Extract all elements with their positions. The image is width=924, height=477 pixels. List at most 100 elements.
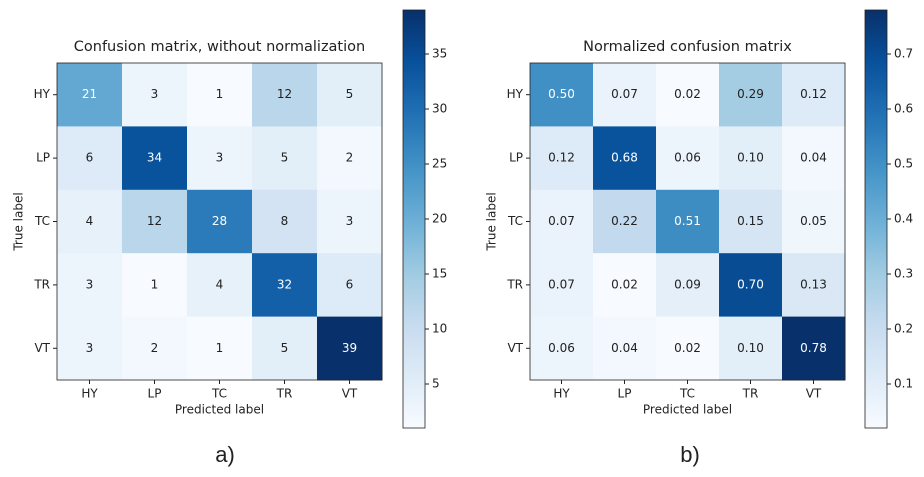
- x-tick-label: TR: [742, 387, 759, 401]
- cell-label: 0.10: [737, 341, 764, 355]
- heatmap-cell: [782, 126, 846, 191]
- cell-label: 6: [346, 277, 354, 291]
- heatmap-cell: [782, 253, 846, 318]
- heatmap-cell: [57, 126, 123, 191]
- colorbar-tick-label: 0.6: [894, 102, 913, 116]
- y-axis-label: True label: [12, 192, 26, 251]
- heatmap-cell: [782, 316, 846, 381]
- heatmap-cell: [593, 253, 657, 318]
- heatmap-cell: [782, 189, 846, 254]
- heatmap-cell: [252, 63, 318, 127]
- heatmap-cell: [317, 63, 383, 127]
- cell-label: 0.10: [737, 151, 764, 165]
- heatmap-cell: [593, 126, 657, 191]
- heatmap-cell: [122, 63, 188, 127]
- colorbar: [864, 9, 888, 429]
- cell-label: 0.29: [737, 87, 764, 101]
- cell-label: 4: [216, 277, 224, 291]
- colorbar-tick-label: 0.3: [894, 267, 913, 281]
- x-tick-label: TC: [211, 387, 227, 401]
- heatmap-cell: [782, 63, 846, 127]
- x-tick-label: VT: [342, 387, 358, 401]
- x-tick-label: LP: [618, 387, 632, 401]
- y-tick-label: TC: [507, 214, 523, 228]
- colorbar-tick-label: 0.4: [894, 212, 913, 226]
- cell-label: 5: [346, 87, 354, 101]
- x-axis-label: Predicted label: [175, 403, 264, 417]
- cell-label: 1: [216, 341, 224, 355]
- x-tick-label: TR: [276, 387, 293, 401]
- y-tick-label: TR: [506, 277, 523, 291]
- y-tick-label: TC: [34, 214, 50, 228]
- colorbar-tick-label: 15: [432, 267, 447, 281]
- colorbar: [402, 9, 426, 429]
- cell-label: 3: [346, 214, 354, 228]
- cell-label: 6: [86, 151, 94, 165]
- heatmap-cell: [252, 189, 318, 254]
- cell-label: 0.15: [737, 214, 764, 228]
- x-tick-label: HY: [553, 387, 570, 401]
- cell-label: 5: [281, 151, 289, 165]
- heatmap-cell: [187, 253, 253, 318]
- heatmap-cell: [57, 189, 123, 254]
- x-tick-label: TC: [679, 387, 695, 401]
- cell-label: 28: [212, 214, 227, 228]
- colorbar-tick-label: 5: [432, 377, 440, 391]
- y-tick-label: HY: [507, 87, 524, 101]
- y-tick-label: HY: [34, 87, 51, 101]
- x-axis-label: Predicted label: [643, 403, 732, 417]
- cell-label: 1: [151, 277, 159, 291]
- heatmap-cell: [656, 63, 720, 127]
- cell-label: 4: [86, 214, 94, 228]
- cell-label: 0.09: [674, 277, 701, 291]
- cell-label: 3: [86, 341, 94, 355]
- heatmap-cell: [530, 253, 594, 318]
- heatmap-cell: [593, 63, 657, 127]
- cell-label: 2: [346, 151, 354, 165]
- cell-label: 5: [281, 341, 289, 355]
- chart-title: Normalized confusion matrix: [583, 39, 792, 55]
- colorbar-tick-label: 10: [432, 322, 447, 336]
- colorbar-tick-label: 25: [432, 157, 447, 171]
- heatmap-cell: [530, 126, 594, 191]
- colorbar-tick-label: 0.5: [894, 157, 913, 171]
- cell-label: 34: [147, 151, 162, 165]
- caption: a): [215, 442, 235, 467]
- colorbar-tick-label: 0.7: [894, 47, 913, 61]
- heatmap-cell: [57, 63, 123, 127]
- heatmap-cell: [530, 63, 594, 127]
- heatmap-cell: [252, 316, 318, 381]
- y-axis-label: True label: [485, 192, 499, 251]
- heatmap-cell: [530, 189, 594, 254]
- cell-label: 0.51: [674, 214, 701, 228]
- heatmap-cell: [252, 126, 318, 191]
- cell-label: 0.07: [548, 277, 575, 291]
- heatmap-cell: [187, 63, 253, 127]
- cell-label: 0.04: [611, 341, 638, 355]
- heatmap-cell: [317, 253, 383, 318]
- x-tick-label: HY: [81, 387, 98, 401]
- chart-title: Confusion matrix, without normalization: [74, 39, 365, 55]
- heatmap-cell: [122, 253, 188, 318]
- cell-label: 0.02: [674, 341, 701, 355]
- cell-label: 3: [216, 151, 224, 165]
- cell-label: 39: [342, 341, 357, 355]
- cell-label: 21: [82, 87, 97, 101]
- cell-label: 1: [216, 87, 224, 101]
- heatmap-cell: [593, 316, 657, 381]
- heatmap-cell: [719, 126, 783, 191]
- caption: b): [680, 442, 700, 467]
- cell-label: 0.70: [737, 277, 764, 291]
- colorbar-tick-label: 0.2: [894, 322, 913, 336]
- heatmap-cell: [719, 253, 783, 318]
- heatmap-cell: [57, 253, 123, 318]
- cell-label: 2: [151, 341, 159, 355]
- cell-label: 0.06: [674, 151, 701, 165]
- heatmap-cell: [187, 189, 253, 254]
- cell-label: 0.07: [548, 214, 575, 228]
- cell-label: 8: [281, 214, 289, 228]
- heatmap-cell: [656, 126, 720, 191]
- cell-label: 0.05: [800, 214, 827, 228]
- cell-label: 0.12: [548, 151, 575, 165]
